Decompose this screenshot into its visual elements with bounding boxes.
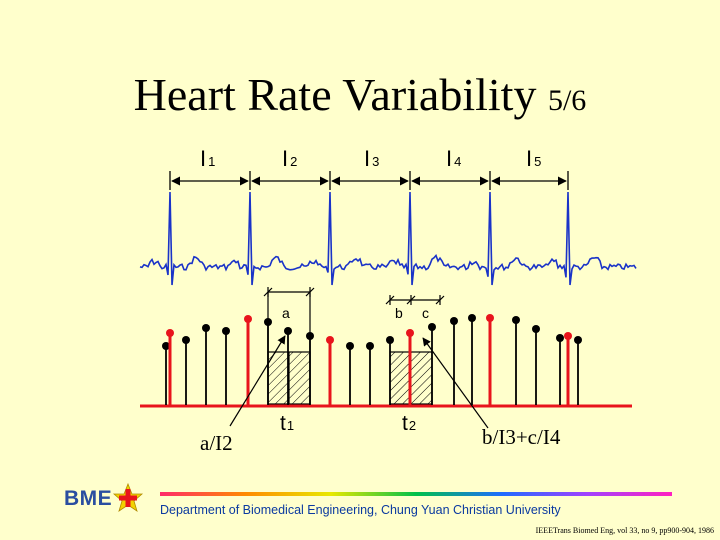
interval-arrows — [169, 171, 569, 190]
label-t2: t2 — [402, 412, 416, 435]
sample-marker — [386, 336, 394, 344]
sample-marker — [202, 324, 210, 332]
bme-logo-mark — [112, 482, 144, 512]
sample-marker — [222, 327, 230, 335]
hatched-box-1 — [267, 351, 311, 405]
event-marker — [166, 329, 174, 337]
label-t1: t1 — [280, 412, 294, 435]
sample-marker — [264, 318, 272, 326]
label-a: a — [282, 305, 290, 321]
sample-marker — [468, 314, 476, 322]
label-b: b — [395, 305, 403, 321]
bracket-bc — [385, 295, 445, 305]
sample-marker — [182, 336, 190, 344]
sample-stems — [162, 314, 582, 405]
sample-marker — [556, 334, 564, 342]
event-marker — [486, 314, 494, 322]
ecg-trace — [139, 191, 637, 286]
sample-marker — [284, 327, 292, 335]
event-marker — [244, 315, 252, 323]
formula-bc: b/I3+c/I4 — [482, 425, 561, 449]
pointer-a — [229, 335, 286, 427]
title-text: Heart Rate Variability — [133, 69, 537, 120]
formula-a: a/I2 — [200, 431, 233, 455]
slide-title: Heart Rate Variability 5/6 — [0, 68, 720, 121]
footer-rainbow-line — [160, 492, 672, 496]
sample-marker — [162, 342, 170, 350]
sample-marker — [574, 336, 582, 344]
pointer-bc — [422, 337, 489, 429]
event-marker — [326, 336, 334, 344]
reference-citation: IEEETrans Biomed Eng, vol 33, no 9, pp90… — [535, 526, 714, 535]
department-name: Department of Biomedical Engineering, Ch… — [160, 503, 561, 517]
event-marker — [564, 332, 572, 340]
sample-marker — [346, 342, 354, 350]
sample-marker — [366, 342, 374, 350]
sample-marker — [428, 323, 436, 331]
sample-marker — [450, 317, 458, 325]
sample-marker — [532, 325, 540, 333]
title-page-fraction: 5/6 — [547, 84, 587, 117]
pointer-lines — [229, 335, 489, 429]
label-c: c — [422, 305, 429, 321]
sample-marker — [512, 316, 520, 324]
event-marker — [406, 329, 414, 337]
sample-marker — [306, 332, 314, 340]
bme-logo-text: BME — [64, 487, 113, 510]
